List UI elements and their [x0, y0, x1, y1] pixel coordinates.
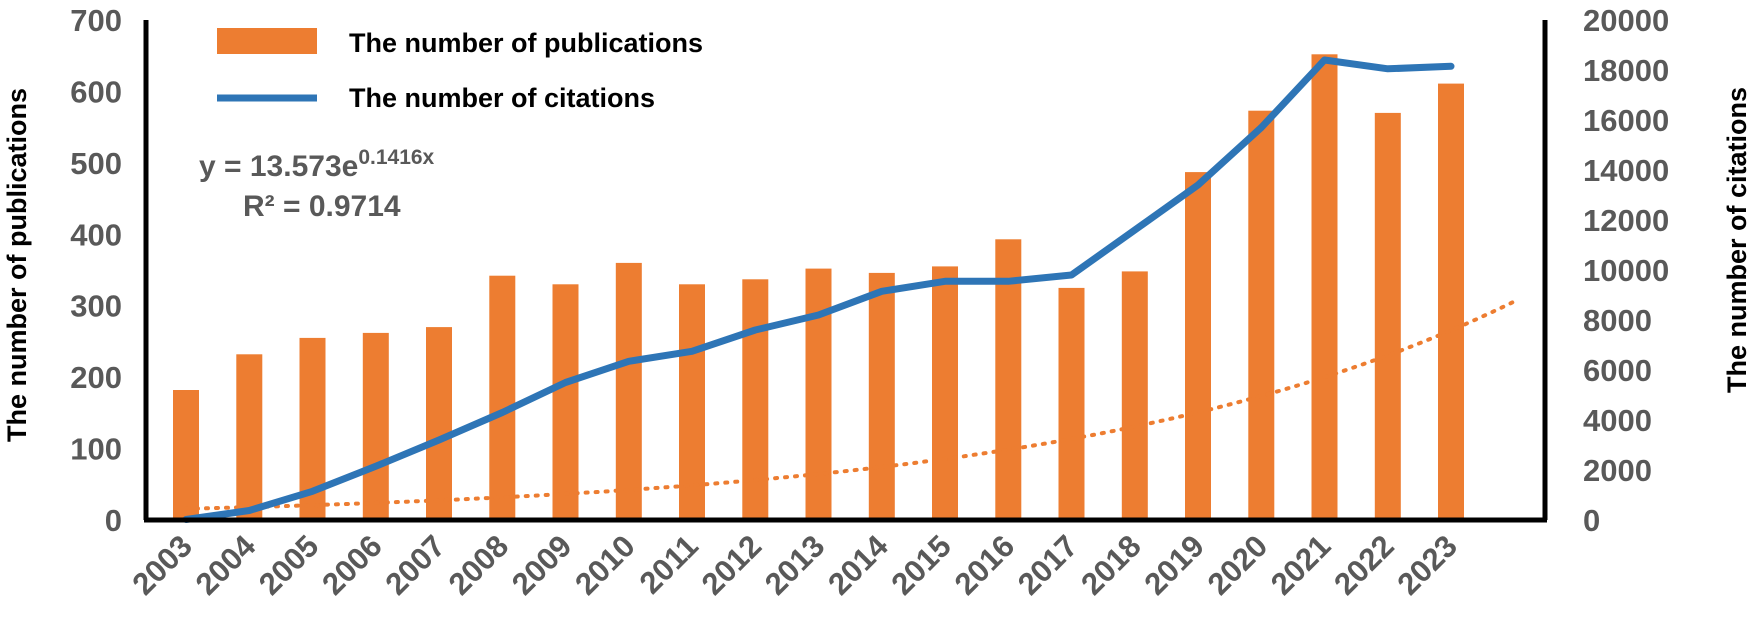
x-tick-2018: 2018	[1074, 528, 1148, 602]
left-tick-400: 400	[70, 217, 122, 252]
left-tick-100: 100	[70, 432, 122, 467]
legend: The number of publications The number of…	[217, 28, 703, 113]
legend-publications-label: The number of publications	[349, 28, 703, 58]
bar-2021	[1311, 54, 1338, 521]
x-tick-2015: 2015	[884, 528, 958, 602]
right-tick-12000: 12000	[1583, 203, 1669, 238]
trendline-r-squared: R² = 0.9714	[243, 190, 401, 223]
bar-2010	[615, 262, 642, 520]
left-tick-700: 700	[70, 3, 122, 38]
right-tick-2000: 2000	[1583, 453, 1652, 488]
left-axis-ticks: 0 100 200 300 400 500 600 700	[70, 3, 122, 538]
bar-2017	[1058, 287, 1085, 520]
trendline-equation-base: y = 13.573e	[199, 150, 358, 183]
bar-2006	[362, 332, 389, 520]
right-tick-14000: 14000	[1583, 153, 1669, 188]
x-tick-2021: 2021	[1264, 528, 1338, 602]
bar-2011	[679, 284, 705, 520]
x-tick-2016: 2016	[948, 528, 1022, 602]
x-tick-2019: 2019	[1137, 528, 1211, 602]
x-tick-2020: 2020	[1201, 528, 1275, 602]
x-tick-2010: 2010	[568, 528, 642, 602]
right-tick-20000: 20000	[1583, 3, 1669, 38]
bar-2018	[1121, 271, 1148, 520]
plot-area	[173, 54, 1517, 523]
trendline	[184, 299, 1517, 511]
right-tick-18000: 18000	[1583, 53, 1669, 88]
right-tick-10000: 10000	[1583, 253, 1669, 288]
bar-2016	[995, 239, 1022, 521]
x-tick-2007: 2007	[378, 528, 452, 602]
right-axis-ticks: 0 2000 4000 6000 8000 10000 12000 14000 16000 180…	[1583, 3, 1669, 538]
bar-2020	[1248, 110, 1275, 520]
x-tick-2004: 2004	[189, 528, 263, 602]
trendline-equation: y = 13.573e0.1416x	[199, 146, 435, 183]
bar-2003	[173, 390, 199, 520]
bar-2004	[236, 354, 263, 520]
x-tick-2017: 2017	[1011, 528, 1085, 602]
left-tick-500: 500	[70, 146, 122, 181]
bar-2009	[552, 284, 579, 520]
x-tick-2013: 2013	[758, 528, 832, 602]
left-tick-600: 600	[70, 74, 122, 109]
x-tick-2022: 2022	[1327, 528, 1401, 602]
x-axis-ticks: 2003200420052006200720082009201020112012…	[125, 528, 1464, 602]
right-tick-16000: 16000	[1583, 103, 1669, 138]
legend-citations-label: The number of citations	[349, 83, 655, 113]
x-tick-2003: 2003	[125, 528, 199, 602]
right-tick-0: 0	[1583, 503, 1600, 538]
left-tick-0: 0	[105, 503, 122, 538]
x-tick-2014: 2014	[821, 528, 895, 602]
left-axis-title: The number of publications	[2, 88, 32, 442]
right-tick-6000: 6000	[1583, 353, 1652, 388]
x-tick-2008: 2008	[442, 528, 516, 602]
bar-2008	[489, 275, 516, 520]
x-tick-2009: 2009	[505, 528, 579, 602]
x-tick-2005: 2005	[252, 528, 326, 602]
trendline-equation-exponent: 0.1416x	[358, 146, 434, 169]
right-tick-4000: 4000	[1583, 403, 1652, 438]
bar-2022	[1374, 112, 1401, 521]
bar-2013	[805, 268, 832, 520]
x-tick-2006: 2006	[315, 528, 389, 602]
bar-2015	[932, 266, 958, 520]
citations-line	[182, 56, 1455, 523]
bar-2023	[1438, 83, 1464, 520]
trendline-annotation: y = 13.573e0.1416x R² = 0.9714	[199, 146, 435, 223]
left-tick-300: 300	[70, 289, 122, 324]
right-axis-title: The number of citations	[1722, 87, 1752, 393]
right-tick-8000: 8000	[1583, 303, 1652, 338]
bar-2012	[742, 279, 769, 520]
bar-2014	[868, 272, 895, 520]
x-tick-2012: 2012	[695, 528, 769, 602]
legend-bar-swatch	[217, 28, 317, 54]
x-tick-2011: 2011	[633, 528, 705, 600]
x-tick-2023: 2023	[1390, 528, 1464, 602]
bar-2019	[1185, 172, 1211, 520]
left-tick-200: 200	[70, 360, 122, 395]
bar-2007	[426, 327, 452, 520]
